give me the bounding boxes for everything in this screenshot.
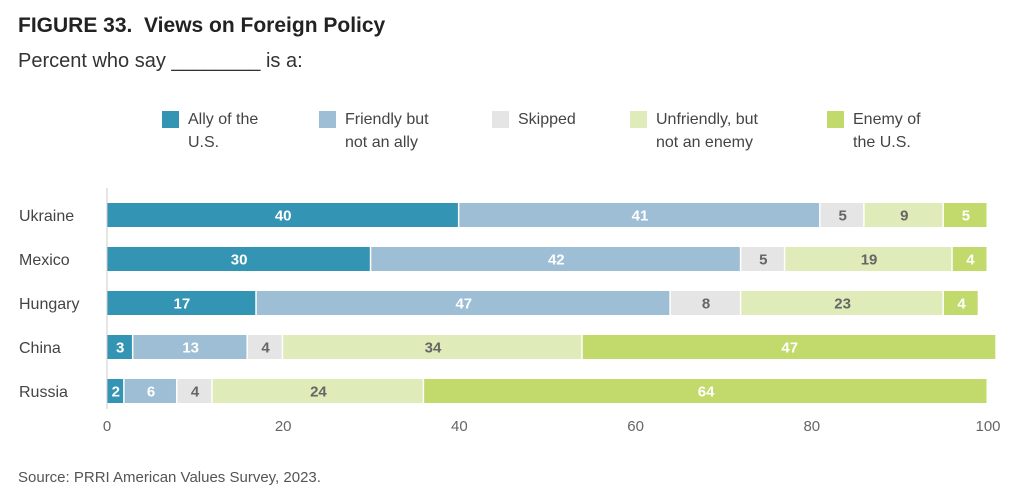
bar-hungary-skipped xyxy=(670,291,740,315)
data-label-russia-enemy-of-the-u-s: 64 xyxy=(698,384,715,401)
data-label-mexico-unfriendly-but-not-an-enemy: 19 xyxy=(861,252,878,269)
bar-china-skipped xyxy=(247,335,282,359)
bar-china-enemy-of-the-u-s xyxy=(582,335,996,359)
bar-mexico-enemy-of-the-u-s xyxy=(952,247,987,271)
category-label-mexico: Mexico xyxy=(19,252,70,269)
bar-ukraine-friendly-but-not-an-ally xyxy=(459,203,820,227)
data-label-mexico-friendly-but-not-an-ally: 42 xyxy=(548,252,565,269)
source-note: Source: PRRI American Values Survey, 202… xyxy=(18,469,321,486)
data-label-hungary-ally-of-the-u-s: 17 xyxy=(174,296,191,313)
legend-label-unfriendly: Unfriendly, but not an enemy xyxy=(656,111,758,151)
legend-label-ally: Ally of the U.S. xyxy=(188,111,259,151)
data-label-china-skipped: 4 xyxy=(261,340,270,357)
legend-label-friendly: Friendly but not an ally xyxy=(345,111,429,151)
bar-mexico-skipped xyxy=(741,247,784,271)
bar-ukraine-unfriendly-but-not-an-enemy xyxy=(864,203,943,227)
data-label-russia-unfriendly-but-not-an-enemy: 24 xyxy=(310,384,327,401)
bar-hungary-ally-of-the-u-s xyxy=(107,291,256,315)
bar-russia-friendly-but-not-an-ally xyxy=(124,379,176,403)
data-label-russia-ally-of-the-u-s: 2 xyxy=(112,384,120,401)
data-label-hungary-enemy-of-the-u-s: 4 xyxy=(957,296,966,313)
data-label-ukraine-enemy-of-the-u-s: 5 xyxy=(962,208,970,225)
bar-russia-enemy-of-the-u-s xyxy=(424,379,987,403)
data-label-china-friendly-but-not-an-ally: 13 xyxy=(182,340,199,357)
legend-label-skipped: Skipped xyxy=(518,111,576,128)
bar-ukraine-enemy-of-the-u-s xyxy=(943,203,987,227)
data-label-russia-skipped: 4 xyxy=(191,384,200,401)
data-label-mexico-skipped: 5 xyxy=(759,252,767,269)
data-label-mexico-enemy-of-the-u-s: 4 xyxy=(966,252,975,269)
figure-label: FIGURE 33. xyxy=(18,14,133,37)
data-label-china-unfriendly-but-not-an-enemy: 34 xyxy=(425,340,442,357)
x-tick-label-100: 100 xyxy=(975,418,1000,435)
category-label-hungary: Hungary xyxy=(19,296,79,313)
bar-russia-unfriendly-but-not-an-enemy xyxy=(212,379,423,403)
data-label-russia-friendly-but-not-an-ally: 6 xyxy=(147,384,155,401)
chart-title: FIGURE 33. Views on Foreign Policy xyxy=(18,14,385,38)
legend-swatch-friendly xyxy=(319,111,336,128)
bar-mexico-friendly-but-not-an-ally xyxy=(371,247,740,271)
category-label-ukraine: Ukraine xyxy=(19,208,74,225)
data-label-hungary-friendly-but-not-an-ally: 47 xyxy=(455,296,472,313)
legend-swatch-unfriendly xyxy=(630,111,647,128)
x-tick-label-0: 0 xyxy=(103,418,111,435)
data-label-china-ally-of-the-u-s: 3 xyxy=(116,340,124,357)
data-label-ukraine-ally-of-the-u-s: 40 xyxy=(275,208,292,225)
category-label-china: China xyxy=(19,340,61,357)
bar-hungary-enemy-of-the-u-s xyxy=(943,291,978,315)
chart-subtitle: Percent who say ________ is a: xyxy=(18,50,303,72)
data-label-ukraine-skipped: 5 xyxy=(838,208,846,225)
bar-ukraine-ally-of-the-u-s xyxy=(107,203,458,227)
bar-hungary-unfriendly-but-not-an-enemy xyxy=(741,291,943,315)
data-label-hungary-skipped: 8 xyxy=(702,296,710,313)
legend-swatch-skipped xyxy=(492,111,509,128)
figure-title: Views on Foreign Policy xyxy=(144,14,386,37)
bar-mexico-ally-of-the-u-s xyxy=(107,247,370,271)
bar-china-unfriendly-but-not-an-enemy xyxy=(283,335,582,359)
data-label-mexico-ally-of-the-u-s: 30 xyxy=(231,252,248,269)
data-label-china-enemy-of-the-u-s: 47 xyxy=(781,340,798,357)
data-label-hungary-unfriendly-but-not-an-enemy: 23 xyxy=(834,296,851,313)
bar-china-friendly-but-not-an-ally xyxy=(133,335,247,359)
legend-swatch-ally xyxy=(162,111,179,128)
x-tick-label-20: 20 xyxy=(275,418,292,435)
bar-hungary-friendly-but-not-an-ally xyxy=(256,291,670,315)
x-tick-label-40: 40 xyxy=(451,418,468,435)
x-tick-label-80: 80 xyxy=(803,418,820,435)
x-tick-label-60: 60 xyxy=(627,418,644,435)
category-label-russia: Russia xyxy=(19,384,68,401)
bar-mexico-unfriendly-but-not-an-enemy xyxy=(785,247,952,271)
bar-china-ally-of-the-u-s xyxy=(107,335,132,359)
bar-ukraine-skipped xyxy=(820,203,864,227)
data-label-ukraine-unfriendly-but-not-an-enemy: 9 xyxy=(900,208,908,225)
bar-russia-ally-of-the-u-s xyxy=(107,379,124,403)
data-label-ukraine-friendly-but-not-an-ally: 41 xyxy=(632,208,649,225)
legend-label-enemy: Enemy of the U.S. xyxy=(853,111,921,151)
legend-swatch-enemy xyxy=(827,111,844,128)
bar-russia-skipped xyxy=(177,379,212,403)
